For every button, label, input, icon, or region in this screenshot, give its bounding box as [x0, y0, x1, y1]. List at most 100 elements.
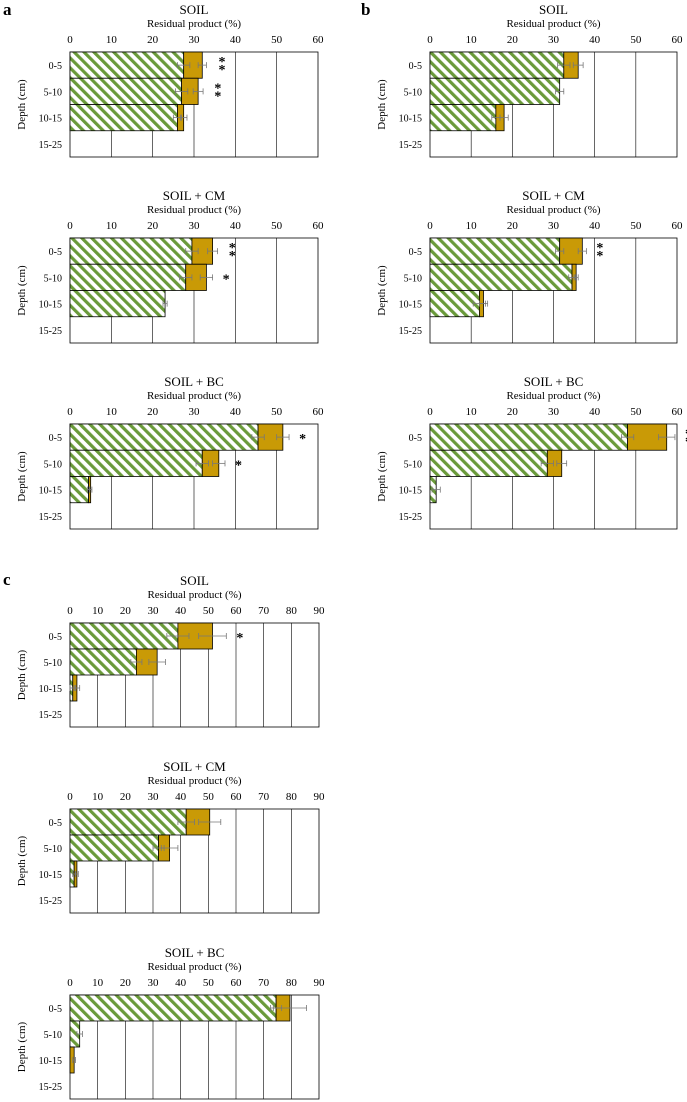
x-tick-label: 0: [67, 34, 73, 46]
x-tick-label: 60: [313, 406, 325, 418]
x-axis-label: Residual product (%): [147, 589, 241, 601]
significance-star: *: [685, 435, 687, 450]
x-tick-label: 20: [507, 34, 519, 46]
significance-star: *: [218, 63, 225, 78]
x-tick-label: 40: [230, 34, 242, 46]
significance-star: *: [685, 427, 687, 442]
y-tick-label: 15-25: [39, 1082, 62, 1093]
x-axis-label: Residual product (%): [506, 204, 600, 216]
significance-star: *: [214, 89, 221, 104]
x-axis-label: Residual product (%): [147, 204, 241, 216]
x-tick-label: 50: [271, 406, 283, 418]
x-tick-label: 70: [258, 977, 270, 989]
chart-title: SOIL + BC: [165, 945, 225, 960]
x-tick-label: 10: [106, 406, 118, 418]
chart-title: SOIL: [180, 573, 209, 588]
y-tick-label: 0-5: [49, 1004, 62, 1015]
chart-title: SOIL + CM: [163, 759, 226, 774]
bar-hatched: [69, 290, 166, 318]
x-axis-label: Residual product (%): [506, 18, 600, 30]
y-tick-label: 15-25: [39, 512, 62, 523]
chart-title: SOIL: [539, 2, 568, 17]
x-tick-label: 40: [589, 34, 601, 46]
bar-hatched: [429, 423, 629, 451]
bar-hatched: [69, 104, 178, 132]
bar-hatched: [69, 51, 185, 79]
bar-hatched: [69, 263, 187, 291]
significance-star: *: [229, 241, 236, 256]
bar-hatched: [429, 290, 480, 318]
x-tick-label: 10: [466, 34, 478, 46]
y-tick-label: 5-10: [404, 273, 422, 284]
x-tick-label: 80: [286, 791, 298, 803]
y-tick-label: 5-10: [44, 844, 62, 855]
x-tick-label: 60: [672, 406, 684, 418]
y-tick-label: 10-15: [39, 1056, 62, 1067]
x-tick-label: 20: [147, 220, 159, 232]
x-tick-label: 40: [175, 977, 187, 989]
x-tick-label: 0: [427, 34, 433, 46]
y-tick-label: 10-15: [39, 684, 62, 695]
significance-star: *: [218, 55, 225, 70]
x-tick-label: 90: [314, 605, 326, 617]
x-tick-label: 50: [630, 406, 642, 418]
x-tick-label: 60: [231, 605, 243, 617]
x-tick-label: 0: [427, 406, 433, 418]
y-axis-label: Depth (cm): [16, 79, 28, 130]
x-tick-label: 50: [203, 791, 215, 803]
x-axis-label: Residual product (%): [147, 961, 241, 973]
y-tick-label: 5-10: [404, 459, 422, 470]
x-tick-label: 20: [507, 406, 519, 418]
bar-hatched: [69, 808, 187, 836]
x-tick-label: 30: [148, 605, 160, 617]
x-axis-label: Residual product (%): [147, 390, 241, 402]
y-axis-label: Depth (cm): [16, 265, 28, 316]
bar-hatched: [429, 237, 561, 265]
x-tick-label: 80: [286, 605, 298, 617]
x-tick-label: 30: [148, 791, 160, 803]
y-axis-label: Depth (cm): [376, 265, 388, 316]
y-axis-label: Depth (cm): [16, 649, 28, 700]
x-tick-label: 30: [189, 406, 201, 418]
x-tick-label: 10: [92, 605, 104, 617]
x-tick-label: 90: [314, 791, 326, 803]
y-axis-label: Depth (cm): [16, 835, 28, 886]
x-tick-label: 0: [67, 791, 73, 803]
y-tick-label: 5-10: [44, 658, 62, 669]
y-tick-label: 0-5: [49, 818, 62, 829]
bar-hatched: [429, 104, 497, 132]
x-tick-label: 40: [589, 406, 601, 418]
x-tick-label: 70: [258, 791, 270, 803]
bar-hatched: [69, 994, 277, 1022]
significance-star: *: [236, 631, 243, 646]
y-tick-label: 0-5: [49, 247, 62, 258]
significance-star: *: [235, 458, 242, 473]
y-axis-label: Depth (cm): [376, 451, 388, 502]
x-tick-label: 10: [106, 34, 118, 46]
y-tick-label: 5-10: [404, 87, 422, 98]
y-axis-label: Depth (cm): [376, 79, 388, 130]
x-tick-label: 50: [271, 220, 283, 232]
bar-hatched: [69, 476, 90, 504]
panel-label-a: a: [3, 0, 12, 19]
y-tick-label: 10-15: [399, 114, 422, 125]
chart-title: SOIL + BC: [164, 374, 224, 389]
bar-hatched: [429, 51, 565, 79]
bar-hatched: [429, 77, 561, 105]
y-tick-label: 15-25: [39, 896, 62, 907]
x-axis-label: Residual product (%): [147, 18, 241, 30]
x-tick-label: 70: [258, 605, 270, 617]
y-tick-label: 5-10: [44, 273, 62, 284]
x-tick-label: 50: [203, 977, 215, 989]
x-tick-label: 90: [314, 977, 326, 989]
x-tick-label: 20: [120, 605, 132, 617]
y-tick-label: 10-15: [39, 300, 62, 311]
bar-hatched: [69, 77, 182, 105]
x-tick-label: 10: [92, 977, 104, 989]
y-tick-label: 5-10: [44, 1030, 62, 1041]
